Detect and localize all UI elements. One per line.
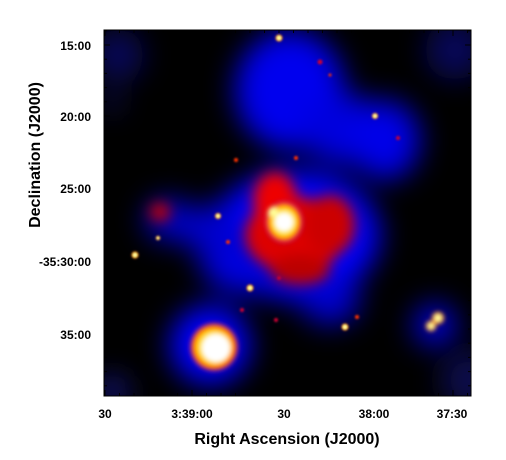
x-axis-title: Right Ascension (J2000) bbox=[194, 431, 379, 448]
y-axis-title: Declination (J2000) bbox=[27, 82, 44, 228]
x-tick-label: 30 bbox=[277, 407, 291, 421]
x-tick-label: 30 bbox=[98, 407, 112, 421]
plot-frame bbox=[103, 29, 472, 397]
y-tick-label: 35:00 bbox=[60, 328, 91, 342]
sky-image bbox=[104, 30, 471, 396]
y-tick-label: 20:00 bbox=[60, 110, 91, 124]
x-tick-label: 37:30 bbox=[437, 407, 468, 421]
x-tick-label: 38:00 bbox=[359, 407, 390, 421]
y-tick-label: 25:00 bbox=[60, 182, 91, 196]
y-tick-label: 15:00 bbox=[60, 39, 91, 53]
tick-marks bbox=[104, 30, 471, 396]
x-tick-label: 3:39:00 bbox=[171, 407, 213, 421]
y-tick-label: -35:30:00 bbox=[39, 255, 91, 269]
